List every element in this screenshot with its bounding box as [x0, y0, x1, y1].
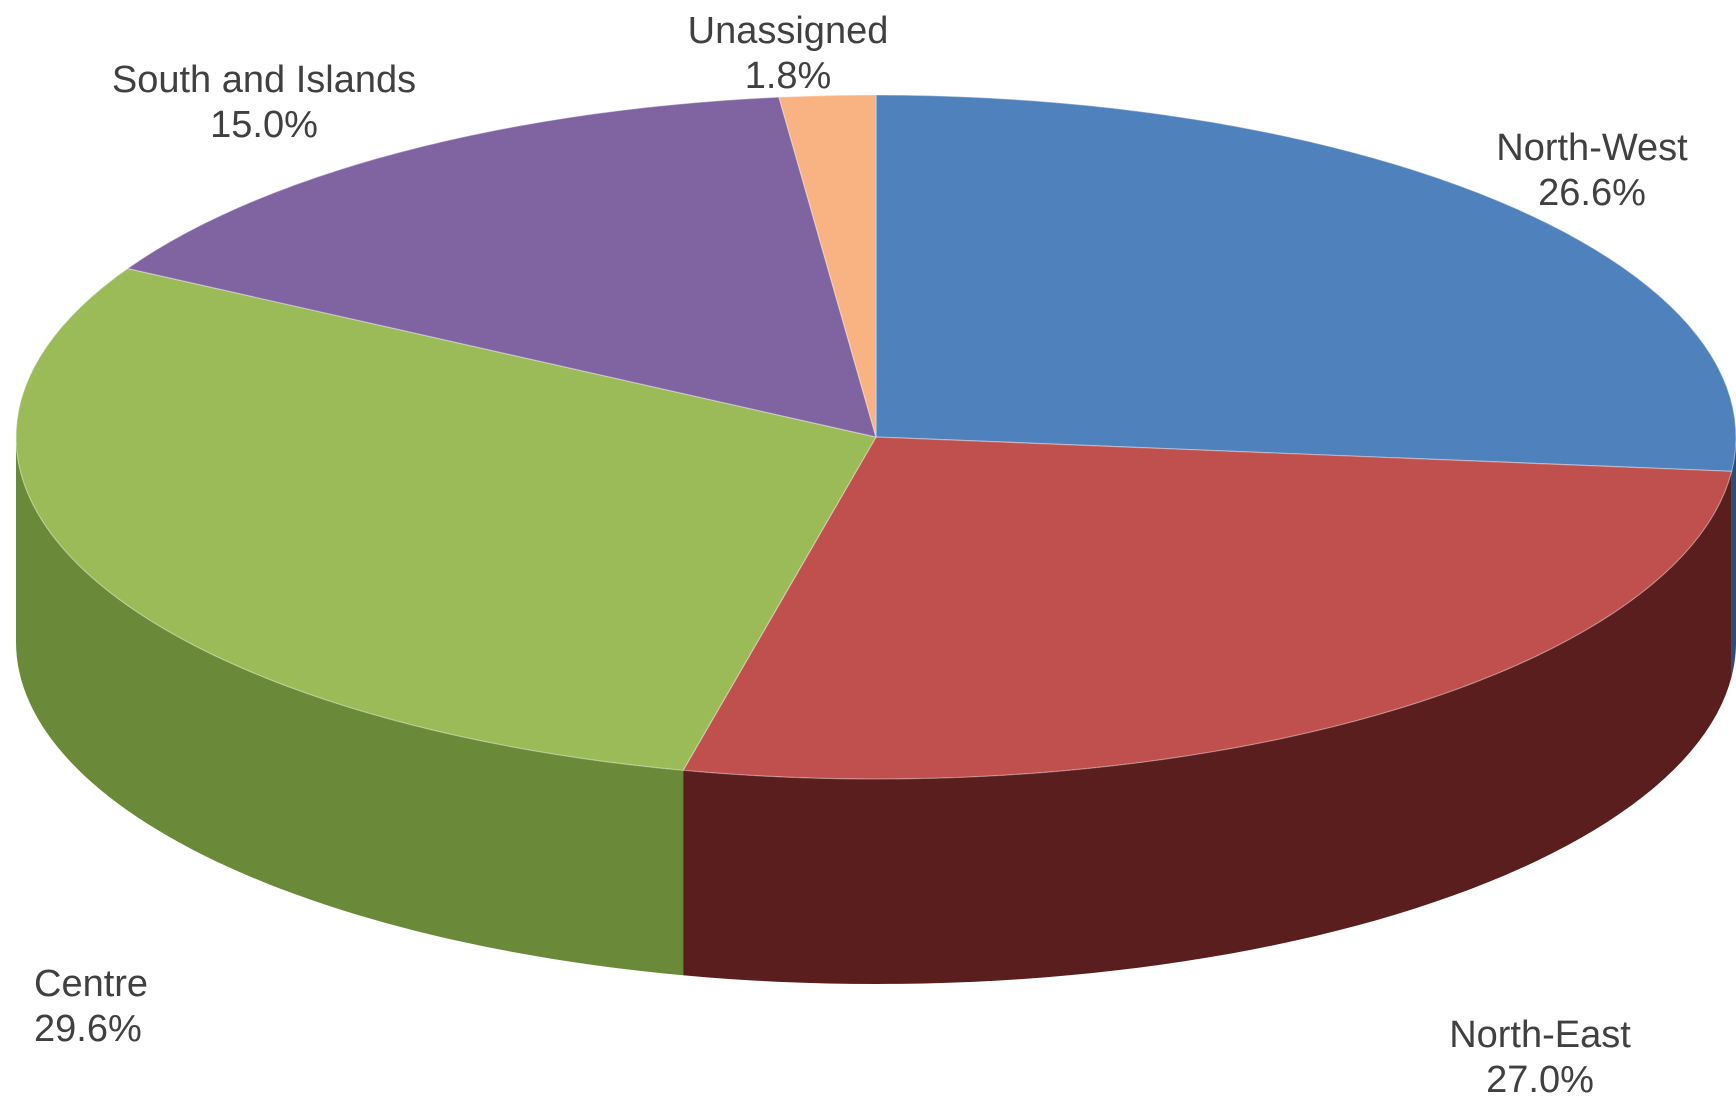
slice-name-label: North-West	[1496, 127, 1688, 169]
pie-slice-north-west	[875, 94, 1736, 472]
pie-slice-centre	[15, 267, 877, 771]
slice-percent-label: 27.0%	[1486, 1059, 1594, 1101]
pie-side-north-east	[683, 471, 1732, 984]
pie-slice-south-and-islands	[126, 96, 877, 438]
pie-slice-north-east	[682, 436, 1733, 780]
slice-percent-label: 29.6%	[34, 1008, 142, 1050]
slice-name-label: South and Islands	[112, 59, 416, 101]
slice-percent-label: 15.0%	[210, 104, 318, 146]
slice-name-label: North-East	[1449, 1014, 1631, 1056]
slice-name-label: Centre	[34, 963, 148, 1005]
pie-side-north-west	[1731, 437, 1736, 677]
pie-side-centre	[16, 437, 684, 976]
pie-sides	[16, 437, 1736, 984]
pie-tops	[15, 94, 1736, 780]
pie-slice-unassigned	[778, 94, 877, 438]
slice-name-label: Unassigned	[688, 10, 889, 52]
slice-percent-label: 26.6%	[1538, 172, 1646, 214]
slice-percent-label: 1.8%	[745, 55, 832, 97]
